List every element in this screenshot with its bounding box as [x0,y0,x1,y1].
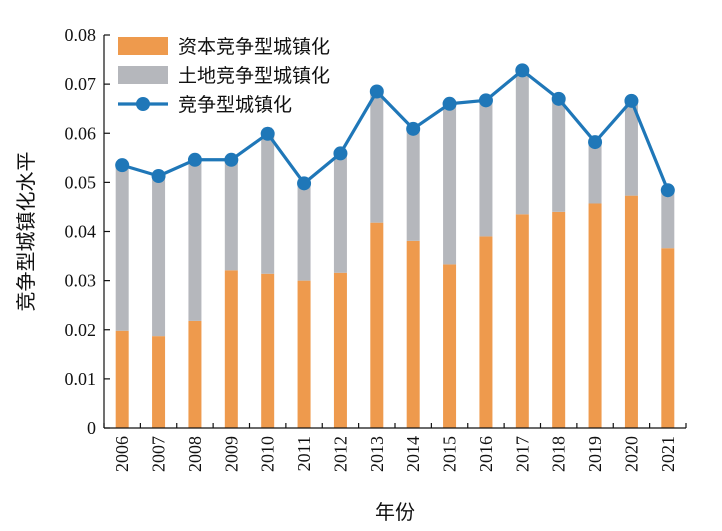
bar-capital-2007 [152,336,166,428]
x-tick-label: 2016 [476,436,496,472]
x-tick-label: 2014 [403,436,423,472]
legend-swatch-land [118,66,168,84]
bar-capital-2012 [333,272,347,428]
bar-land-2012 [333,153,347,273]
y-tick-label: 0.06 [65,123,97,143]
bar-capital-2008 [188,320,202,428]
x-tick-label: 2011 [294,436,314,471]
x-tick-label: 2012 [330,436,350,472]
line-layer [115,63,675,198]
bar-land-2007 [152,175,166,337]
point-2017 [515,63,530,78]
point-2012 [333,146,348,161]
y-tick-label: 0.01 [65,369,97,389]
point-2009 [224,152,239,167]
bar-land-2021 [661,190,675,249]
point-2013 [369,84,384,99]
x-tick-label: 2021 [658,436,678,472]
point-2020 [624,93,639,108]
bar-capital-2018 [552,211,566,428]
axes: 0 0.01 0.02 0.03 0.04 0.05 0.06 0.07 0.08 2006 200… [65,25,687,472]
bar-capital-2021 [661,248,675,428]
bar-land-2017 [515,70,529,215]
point-2019 [588,135,603,150]
bar-land-2011 [297,183,311,281]
y-tick-label: 0.04 [65,222,97,242]
point-2007 [151,168,166,183]
bar-land-2018 [552,98,566,212]
y-tick-label: 0.08 [65,25,97,45]
point-2015 [442,96,457,111]
bar-capital-2020 [624,195,638,428]
point-2010 [260,126,275,141]
bar-capital-2006 [115,330,129,428]
legend-label: 土地竞争型城镇化 [178,65,330,87]
y-axis-title: 竞争型城镇化水平 [14,152,38,312]
y-tick-label: 0 [87,418,96,438]
bar-land-2019 [588,142,602,204]
y-tick-label: 0.03 [65,271,97,291]
bar-capital-2010 [261,273,275,428]
bar-capital-2015 [443,264,457,428]
bar-land-2015 [443,103,457,265]
legend-swatch-capital [118,37,168,55]
bar-land-2009 [224,159,238,271]
x-tick-label: 2008 [185,436,205,472]
legend-label: 资本竞争型城镇化 [178,36,330,58]
x-axis-title: 年份 [375,500,415,524]
x-tick-label: 2019 [585,436,605,472]
point-2011 [297,176,312,191]
bar-capital-2014 [406,240,420,428]
y-tick-label: 0.07 [65,74,97,94]
point-2008 [187,152,202,167]
bar-capital-2009 [224,270,238,428]
x-tick-label: 2017 [512,436,532,472]
x-tick-label: 2009 [221,436,241,472]
bar-land-2016 [479,100,493,237]
y-tick-label: 0.05 [65,172,97,192]
series-line-competitive [121,68,670,191]
bars-layer [115,70,675,428]
x-tick-label: 2018 [549,436,569,472]
bar-capital-2011 [297,280,311,428]
bar-capital-2016 [479,236,493,428]
x-tick-label: 2007 [149,436,169,472]
bar-land-2020 [624,100,638,196]
legend-label: 竞争型城镇化 [178,94,292,116]
bar-land-2010 [261,133,275,274]
bar-land-2014 [406,128,420,241]
legend-swatch-marker [136,97,150,111]
bar-land-2006 [115,165,129,331]
bar-land-2013 [370,91,384,223]
bar-capital-2013 [370,222,384,428]
point-2021 [660,183,675,198]
x-tick-label: 2010 [258,436,278,472]
bar-capital-2019 [588,203,602,428]
x-tick-label: 2020 [621,436,641,472]
point-2016 [478,93,493,108]
x-tick-label: 2015 [440,436,460,472]
bar-capital-2017 [515,214,529,428]
point-2006 [115,158,130,173]
x-tick-label: 2006 [112,436,132,472]
bar-land-2008 [188,159,202,321]
point-2014 [406,121,421,136]
y-tick-label: 0.02 [65,320,97,340]
point-2018 [551,91,566,106]
x-tick-label: 2013 [367,436,387,472]
